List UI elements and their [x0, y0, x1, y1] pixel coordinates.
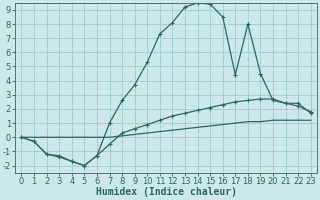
X-axis label: Humidex (Indice chaleur): Humidex (Indice chaleur) — [96, 187, 236, 197]
